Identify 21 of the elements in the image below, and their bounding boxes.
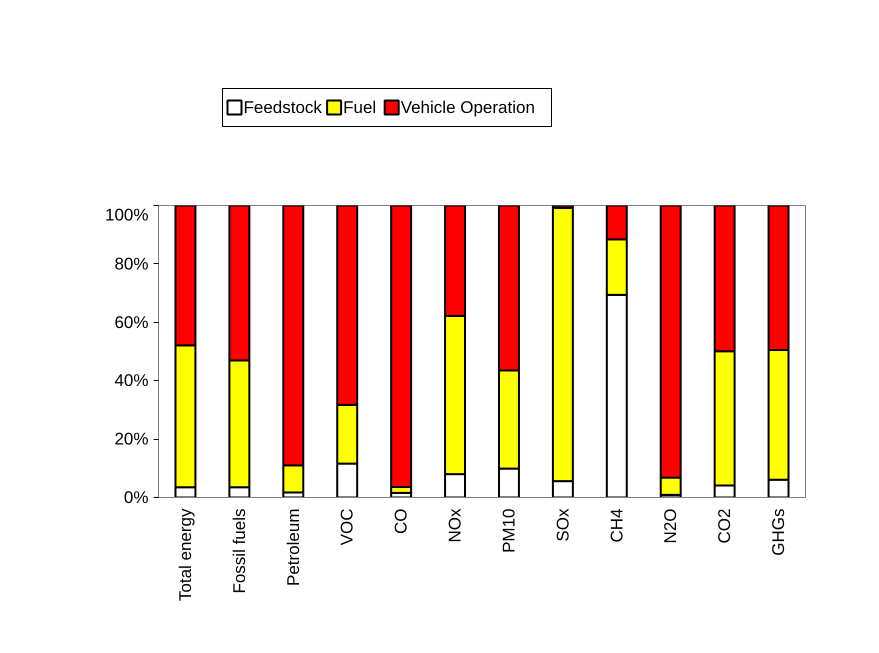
x-tick-label: GHGs	[769, 508, 788, 556]
legend-label: Feedstock	[244, 98, 322, 117]
y-tick-label: 20%	[114, 430, 149, 449]
y-tick-label: 80%	[114, 254, 149, 274]
x-tick-label: Petroleum	[284, 508, 303, 586]
x-tick-label: NOx	[446, 508, 465, 542]
y-tick-label: 40%	[114, 371, 149, 390]
x-tick-label: VOC	[338, 508, 357, 546]
x-tick-label: Fossil fuels	[230, 508, 249, 594]
x-tick-label: SOx	[553, 508, 572, 542]
y-tick-label: 60%	[114, 312, 149, 332]
legend-label: Vehicle Operation	[400, 98, 535, 117]
x-tick-label: N2O	[661, 508, 680, 544]
x-tick-label: CH4	[607, 508, 626, 543]
y-tick-label: 100%	[105, 206, 149, 224]
x-tick-label: Total energy	[176, 508, 195, 602]
x-tick-label: CO2	[715, 508, 734, 544]
y-tick-label: 0%	[124, 488, 149, 507]
legend-label: Fuel	[343, 98, 376, 117]
x-tick-label: PM10	[499, 508, 518, 553]
x-tick-label: CO	[392, 508, 411, 534]
